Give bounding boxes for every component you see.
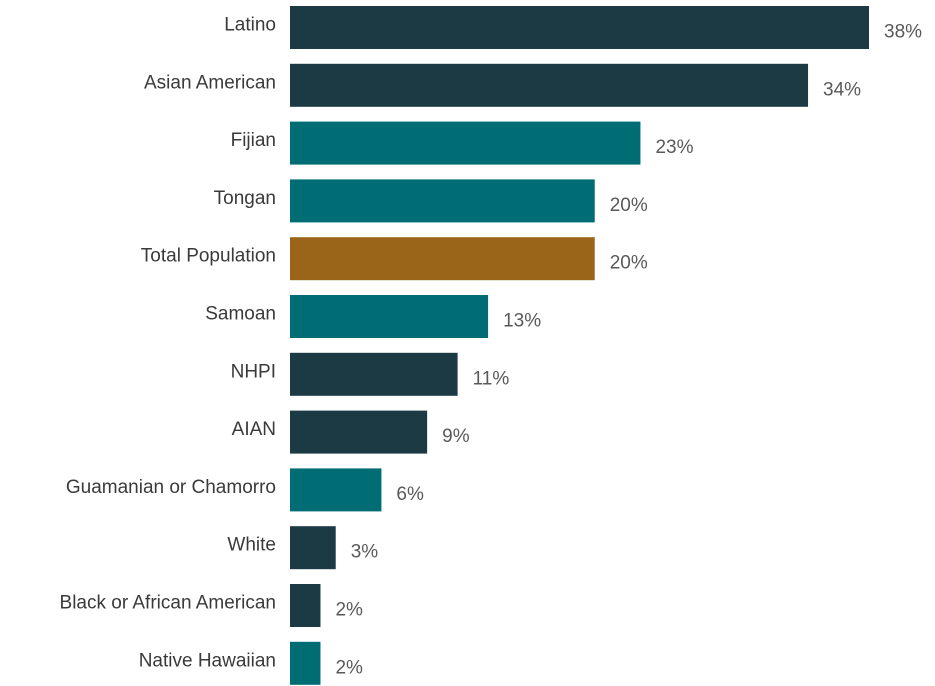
category-label-guamanian-or-chamorro: Guamanian or Chamorro: [66, 477, 276, 498]
value-label-black-or-african-american: 2%: [335, 600, 363, 621]
bar-guamanian-or-chamorro: [290, 468, 382, 512]
value-label-latino: 38%: [884, 22, 922, 43]
category-label-aian: AIAN: [232, 419, 276, 440]
value-label-guamanian-or-chamorro: 6%: [396, 484, 424, 505]
category-label-samoan: Samoan: [205, 304, 276, 325]
category-label-total-population: Total Population: [141, 246, 276, 267]
bar-aian: [290, 410, 428, 454]
bar-samoan: [290, 295, 489, 338]
bar-total-population: [290, 237, 595, 281]
category-label-white: White: [227, 535, 276, 556]
bar-white: [290, 526, 336, 570]
bar-fijian: [290, 121, 641, 165]
value-label-aian: 9%: [442, 426, 470, 447]
value-label-fijian: 23%: [655, 137, 693, 158]
category-label-nhpi: NHPI: [231, 361, 276, 382]
value-label-nhpi: 11%: [473, 368, 510, 389]
bar-black-or-african-american: [290, 584, 321, 627]
bar-nhpi: [290, 352, 458, 396]
value-label-tongan: 20%: [610, 195, 648, 216]
bar-latino: [290, 6, 869, 49]
bar-tongan: [290, 179, 595, 223]
category-label-native-hawaiian: Native Hawaiian: [139, 650, 276, 671]
value-label-samoan: 13%: [503, 311, 541, 332]
category-label-fijian: Fijian: [231, 130, 276, 151]
value-label-native-hawaiian: 2%: [335, 657, 363, 678]
value-label-white: 3%: [351, 542, 379, 563]
value-label-total-population: 20%: [610, 253, 648, 274]
category-label-latino: Latino: [224, 15, 276, 36]
bar-asian-american: [290, 63, 809, 107]
bar-native-hawaiian: [290, 641, 321, 685]
category-label-tongan: Tongan: [214, 188, 276, 209]
category-label-black-or-african-american: Black or African American: [60, 593, 276, 614]
value-label-asian-american: 34%: [823, 79, 861, 100]
category-label-asian-american: Asian American: [144, 72, 276, 93]
